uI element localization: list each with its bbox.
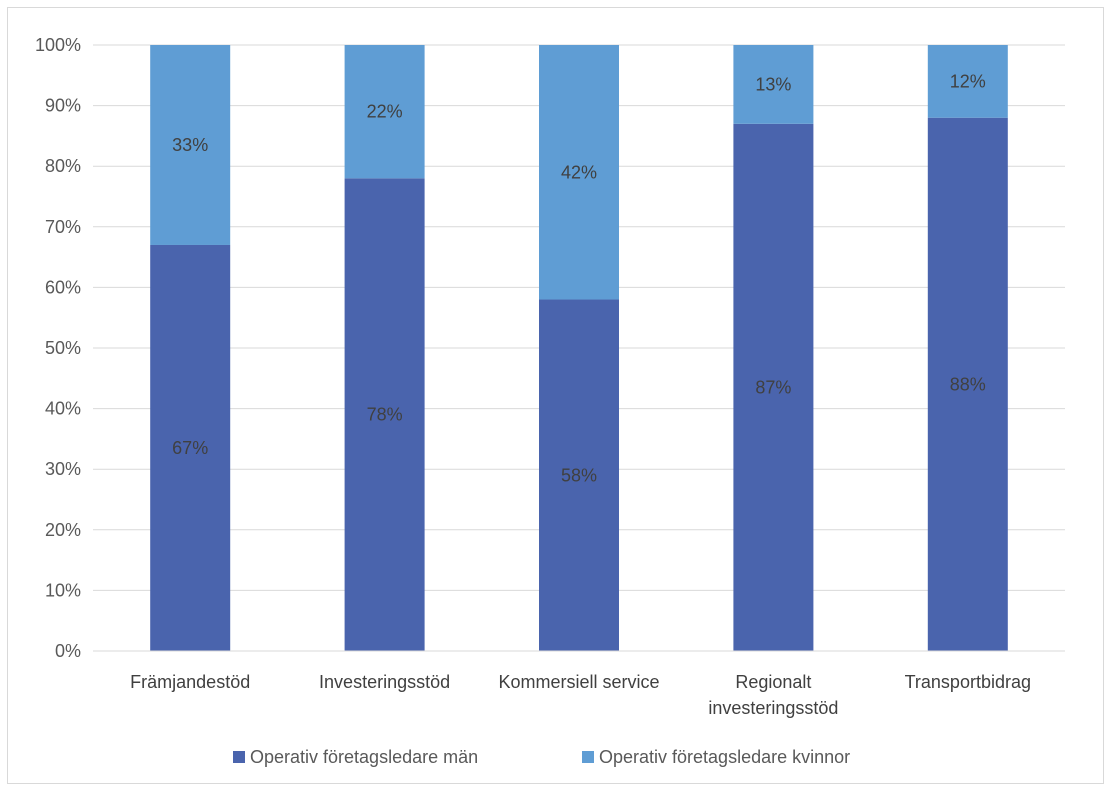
data-label: 13% — [755, 74, 791, 94]
data-label: 22% — [367, 102, 403, 122]
bar-segment — [733, 45, 814, 124]
data-label: 78% — [367, 405, 403, 425]
y-tick-label: 50% — [45, 338, 81, 358]
category-label: Transportbidrag — [905, 672, 1031, 692]
y-tick-label: 0% — [55, 641, 81, 661]
category-label: Främjandestöd — [130, 672, 250, 692]
y-tick-label: 60% — [45, 277, 81, 297]
data-label: 67% — [172, 438, 208, 458]
legend-label: Operativ företagsledare män — [250, 747, 478, 767]
bar-segment — [150, 45, 231, 245]
legend-swatch — [582, 751, 594, 763]
y-tick-label: 70% — [45, 217, 81, 237]
legend-label: Operativ företagsledare kvinnor — [599, 747, 850, 767]
category-label: investeringsstöd — [708, 698, 838, 718]
data-label: 33% — [172, 135, 208, 155]
data-label: 87% — [755, 377, 791, 397]
data-label: 88% — [950, 374, 986, 394]
bar-segment — [539, 45, 619, 300]
bar-segment — [539, 299, 619, 651]
legend-swatch — [233, 751, 245, 763]
bar-segment — [733, 123, 814, 651]
bar-segment — [150, 244, 231, 652]
bar-segment — [927, 117, 1008, 652]
y-tick-label: 10% — [45, 580, 81, 600]
data-label: 12% — [950, 71, 986, 91]
y-tick-label: 40% — [45, 399, 81, 419]
y-tick-label: 20% — [45, 520, 81, 540]
bar-segment — [927, 45, 1008, 118]
category-label: Investeringsstöd — [319, 672, 450, 692]
bar-segment — [344, 178, 425, 651]
data-label: 58% — [561, 465, 597, 485]
category-label: Regionalt — [735, 672, 811, 692]
category-label: Kommersiell service — [498, 672, 659, 692]
data-label: 42% — [561, 162, 597, 182]
bar-segment — [344, 45, 425, 179]
y-tick-label: 100% — [35, 35, 81, 55]
y-tick-label: 90% — [45, 96, 81, 116]
y-tick-label: 30% — [45, 459, 81, 479]
y-tick-label: 80% — [45, 156, 81, 176]
